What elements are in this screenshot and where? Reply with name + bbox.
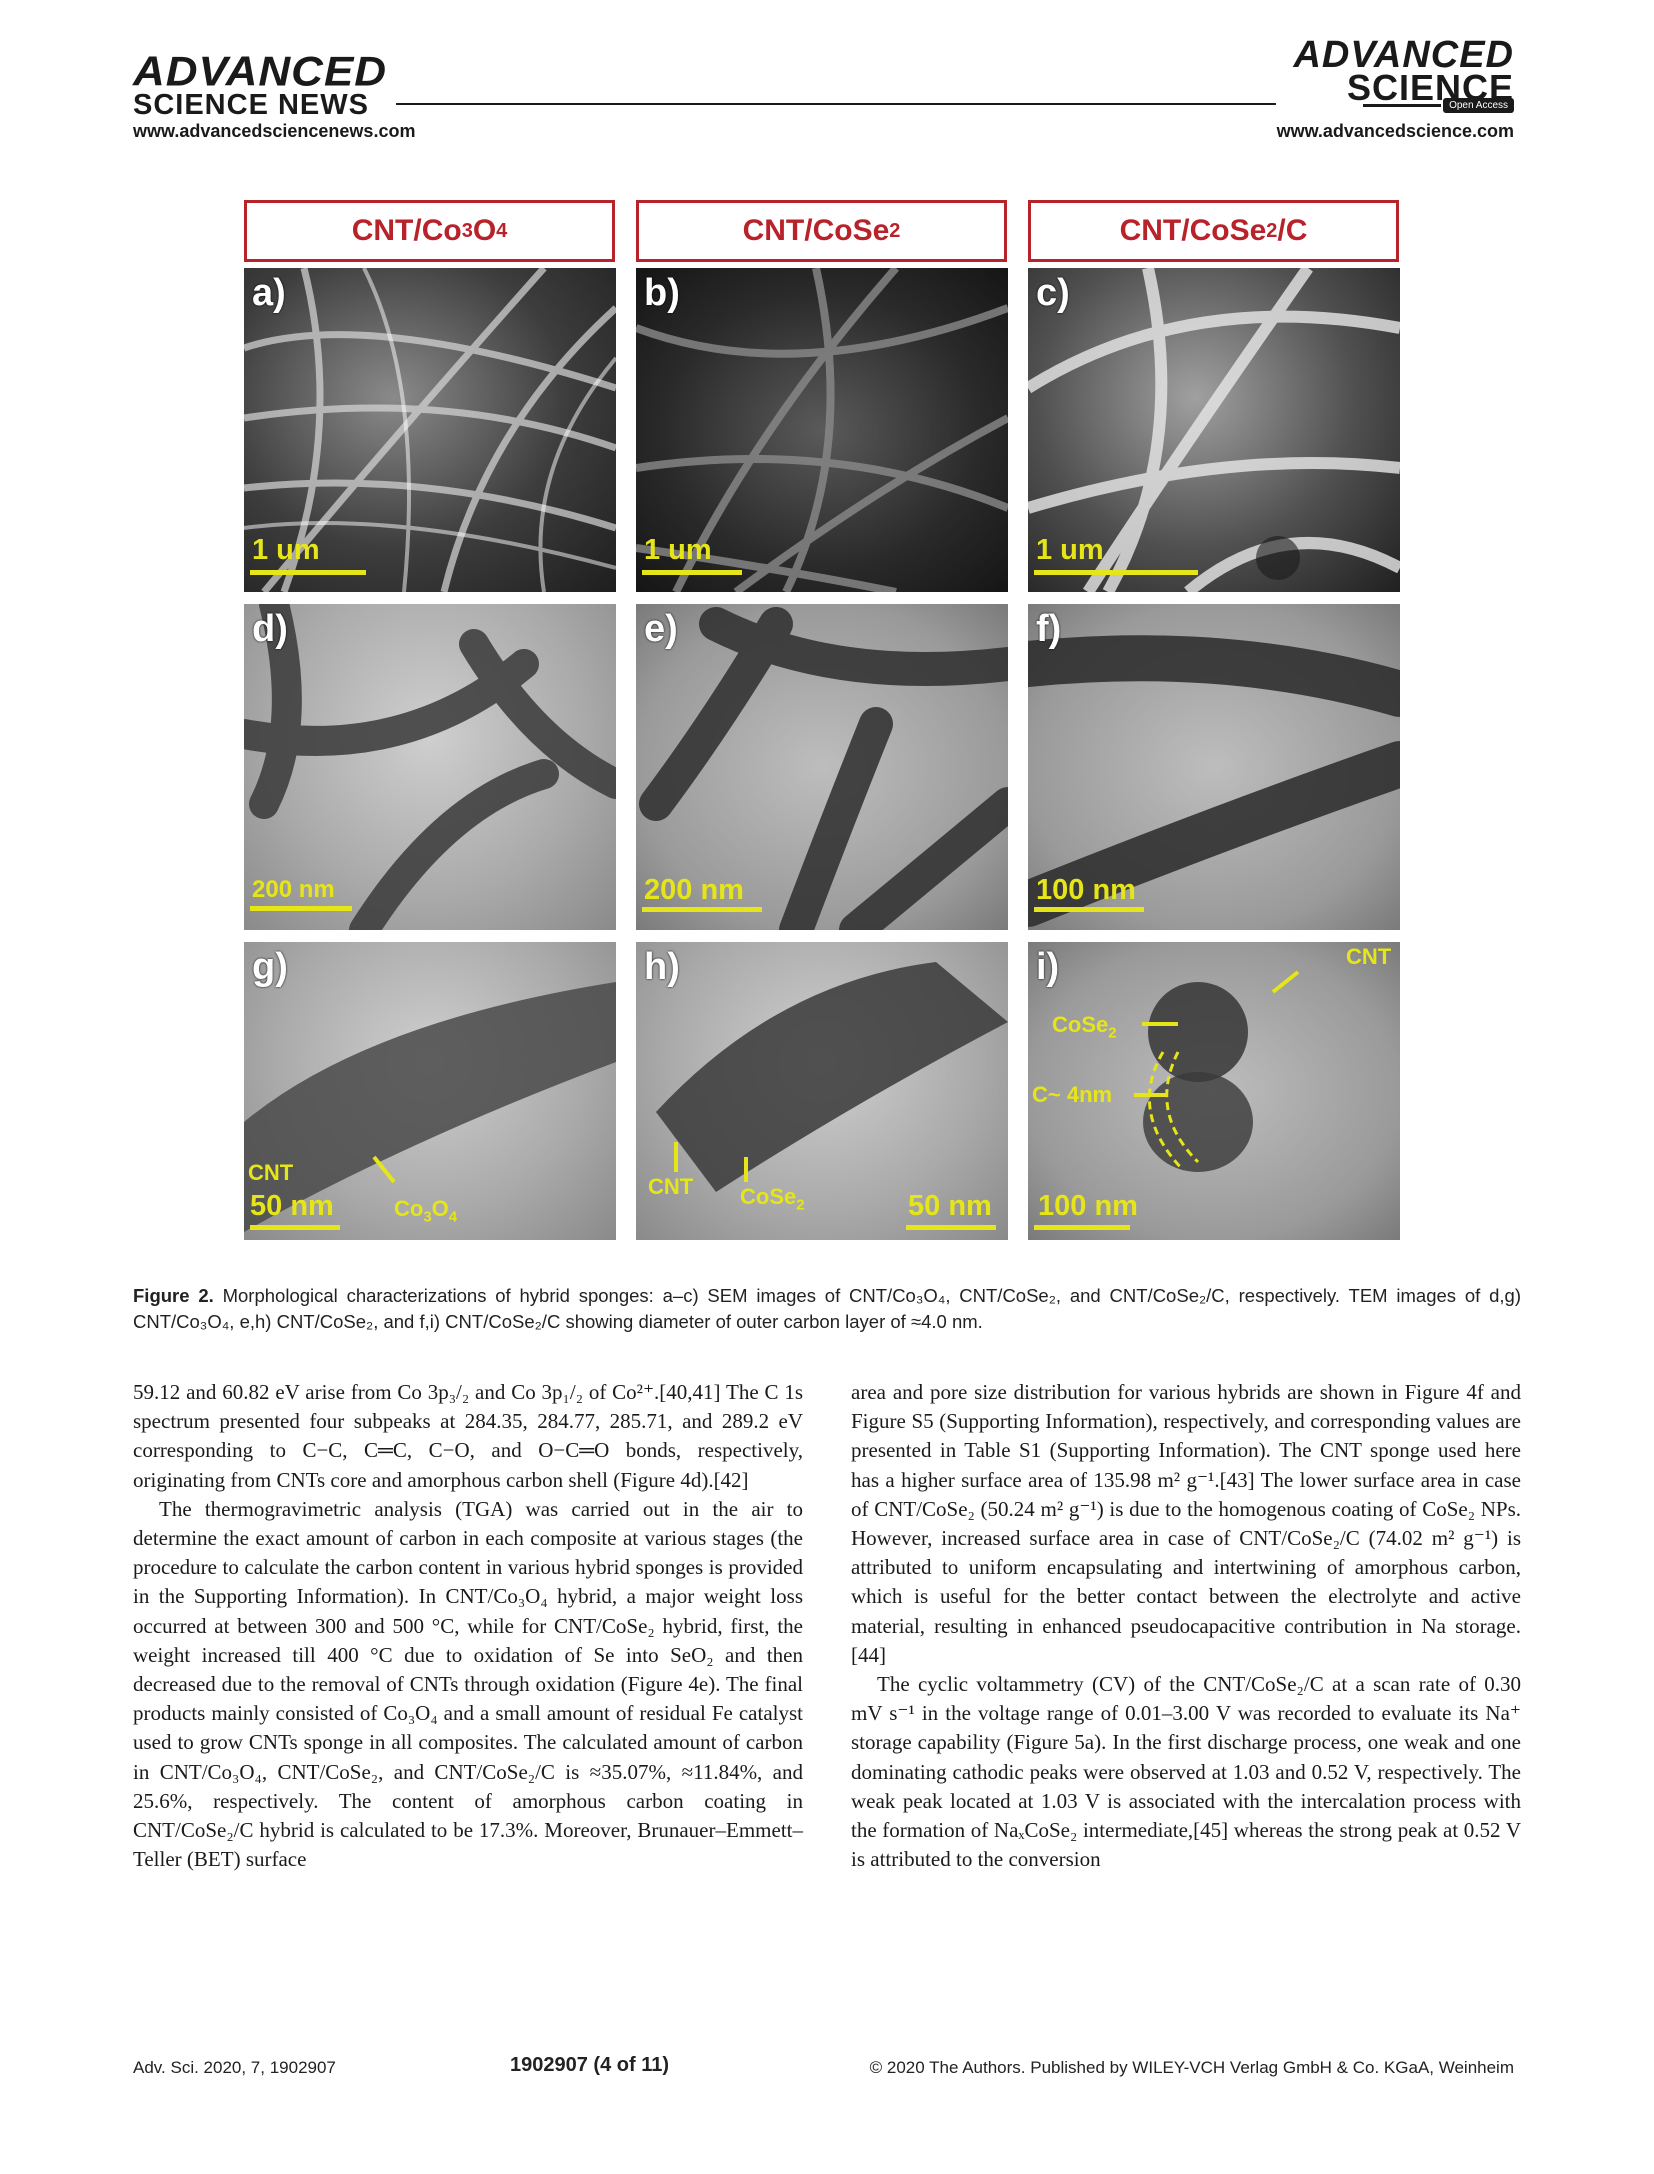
scale-bar-label: 1 um	[644, 534, 712, 566]
panel-i-tem: i) CNT CoSe2 C~ 4nm 100 nm	[1028, 942, 1400, 1240]
scale-bar	[1034, 570, 1198, 575]
panel-letter: e)	[644, 608, 678, 650]
panel-letter: d)	[252, 608, 288, 650]
paragraph: 59.12 and 60.82 eV arise from Co 3p₃/₂ a…	[133, 1380, 803, 1492]
figure-caption-label: Figure 2.	[133, 1285, 214, 1306]
panel-d-tem: d) 200 nm	[244, 604, 616, 930]
scale-bar	[1034, 1225, 1130, 1230]
label-cnt: CNT	[648, 1174, 694, 1199]
scale-bar-label: 1 um	[1036, 534, 1104, 566]
panel-letter: f)	[1036, 608, 1062, 650]
footer-copyright: © 2020 The Authors. Published by WILEY-V…	[869, 2058, 1514, 2077]
panel-letter: g)	[252, 946, 288, 988]
journal-logo-top: ADVANCED	[1293, 34, 1514, 76]
open-access-badge: Open Access	[1443, 98, 1514, 113]
scale-bar-label: 1 um	[252, 534, 320, 566]
sem-fibers-graphic	[244, 268, 616, 592]
co3o4-arrow	[372, 1155, 396, 1184]
publisher-logo-bottom: SCIENCE NEWS	[133, 89, 369, 121]
scale-bar	[642, 907, 762, 912]
tem-tubes-graphic	[639, 607, 1008, 930]
publisher-url[interactable]: www.advancedsciencenews.com	[133, 121, 416, 141]
open-access-rule	[1363, 104, 1442, 107]
scale-bar-label: 50 nm	[250, 1190, 334, 1222]
scale-bar-label: 200 nm	[644, 874, 744, 906]
scale-bar-label: 100 nm	[1038, 1190, 1138, 1222]
publisher-logo-top: ADVANCED	[133, 48, 388, 95]
footer-citation: Adv. Sci. 2020, 7, 1902907	[133, 2058, 336, 2077]
column-title-cnt-cose2: CNT/CoSe 2	[636, 200, 1007, 262]
body-column-right: area and pore size distribution for vari…	[851, 1378, 1521, 1874]
panel-c-sem: c) 1 um	[1028, 268, 1400, 592]
panel-letter: i)	[1036, 946, 1060, 988]
paragraph: The thermogravimetric analysis (TGA) was…	[133, 1496, 803, 1872]
label-carbon-layer: C~ 4nm	[1032, 1082, 1113, 1107]
panel-h-tem: h) CNT CoSe2 50 nm	[636, 942, 1008, 1240]
panel-e-tem: e) 200 nm	[636, 604, 1008, 930]
panel-f-tem: f) 100 nm	[1028, 604, 1400, 930]
panel-b-sem: b) 1 um	[636, 268, 1008, 592]
scale-bar	[1034, 907, 1144, 912]
footer-page-number: 1902907 (4 of 11)	[510, 2054, 669, 2076]
column-title-cnt-co3o4: CNT/Co 3 O 4	[244, 200, 615, 262]
panel-letter: b)	[644, 272, 680, 314]
tem-tube-graphic	[244, 982, 616, 1232]
column-title-cnt-cose2-c: CNT/CoSe 2/C	[1028, 200, 1399, 262]
label-cose2: CoSe2	[740, 1184, 805, 1214]
open-access-row: Open Access	[1363, 98, 1514, 113]
tem-tubes-graphic	[244, 604, 616, 930]
publisher-logo: ADVANCED SCIENCE NEWS	[133, 50, 387, 120]
panel-g-tem: g) CNT Co3O4 50 nm	[244, 942, 616, 1240]
label-co3o4: Co3O4	[394, 1196, 458, 1226]
label-cnt: CNT	[1346, 944, 1392, 969]
label-cose2: CoSe2	[1052, 1012, 1117, 1042]
scale-bar	[642, 570, 742, 575]
scale-bar	[250, 1225, 340, 1230]
panel-letter: h)	[644, 946, 680, 988]
sem-fibers-graphic	[636, 268, 1008, 592]
figure-caption-text: Morphological characterizations of hybri…	[133, 1285, 1521, 1332]
scale-bar-label: 200 nm	[252, 876, 335, 903]
header-rule	[396, 103, 1276, 105]
scale-bar-label: 50 nm	[908, 1190, 992, 1222]
tem-tubes-graphic	[1028, 635, 1400, 927]
tem-hrtem-graphic	[1134, 970, 1300, 1172]
figure-2: CNT/Co 3 O 4 CNT/CoSe 2 CNT/CoSe 2/C a) 1 um …	[244, 200, 1400, 1240]
body-column-left: 59.12 and 60.82 eV arise from Co 3p₃/₂ a…	[133, 1378, 803, 1874]
tem-tube-graphic	[656, 962, 1008, 1192]
figure-caption: Figure 2. Morphological characterization…	[133, 1283, 1521, 1335]
scale-bar	[250, 570, 366, 575]
panel-letter: c)	[1036, 272, 1070, 314]
label-cnt: CNT	[248, 1160, 294, 1185]
panel-letter: a)	[252, 272, 286, 314]
journal-logo: ADVANCED SCIENCE	[1293, 36, 1514, 106]
scale-bar	[250, 906, 352, 911]
cnt-arrow	[1271, 970, 1300, 994]
paragraph: The cyclic voltammetry (CV) of the CNT/C…	[851, 1672, 1521, 1872]
scale-bar	[906, 1225, 996, 1230]
panel-a-sem: a) 1 um	[244, 268, 616, 592]
sem-fibers-graphic	[1028, 268, 1400, 592]
paragraph: area and pore size distribution for vari…	[851, 1380, 1521, 1667]
scale-bar-label: 100 nm	[1036, 874, 1136, 906]
journal-url[interactable]: www.advancedscience.com	[1276, 121, 1514, 141]
